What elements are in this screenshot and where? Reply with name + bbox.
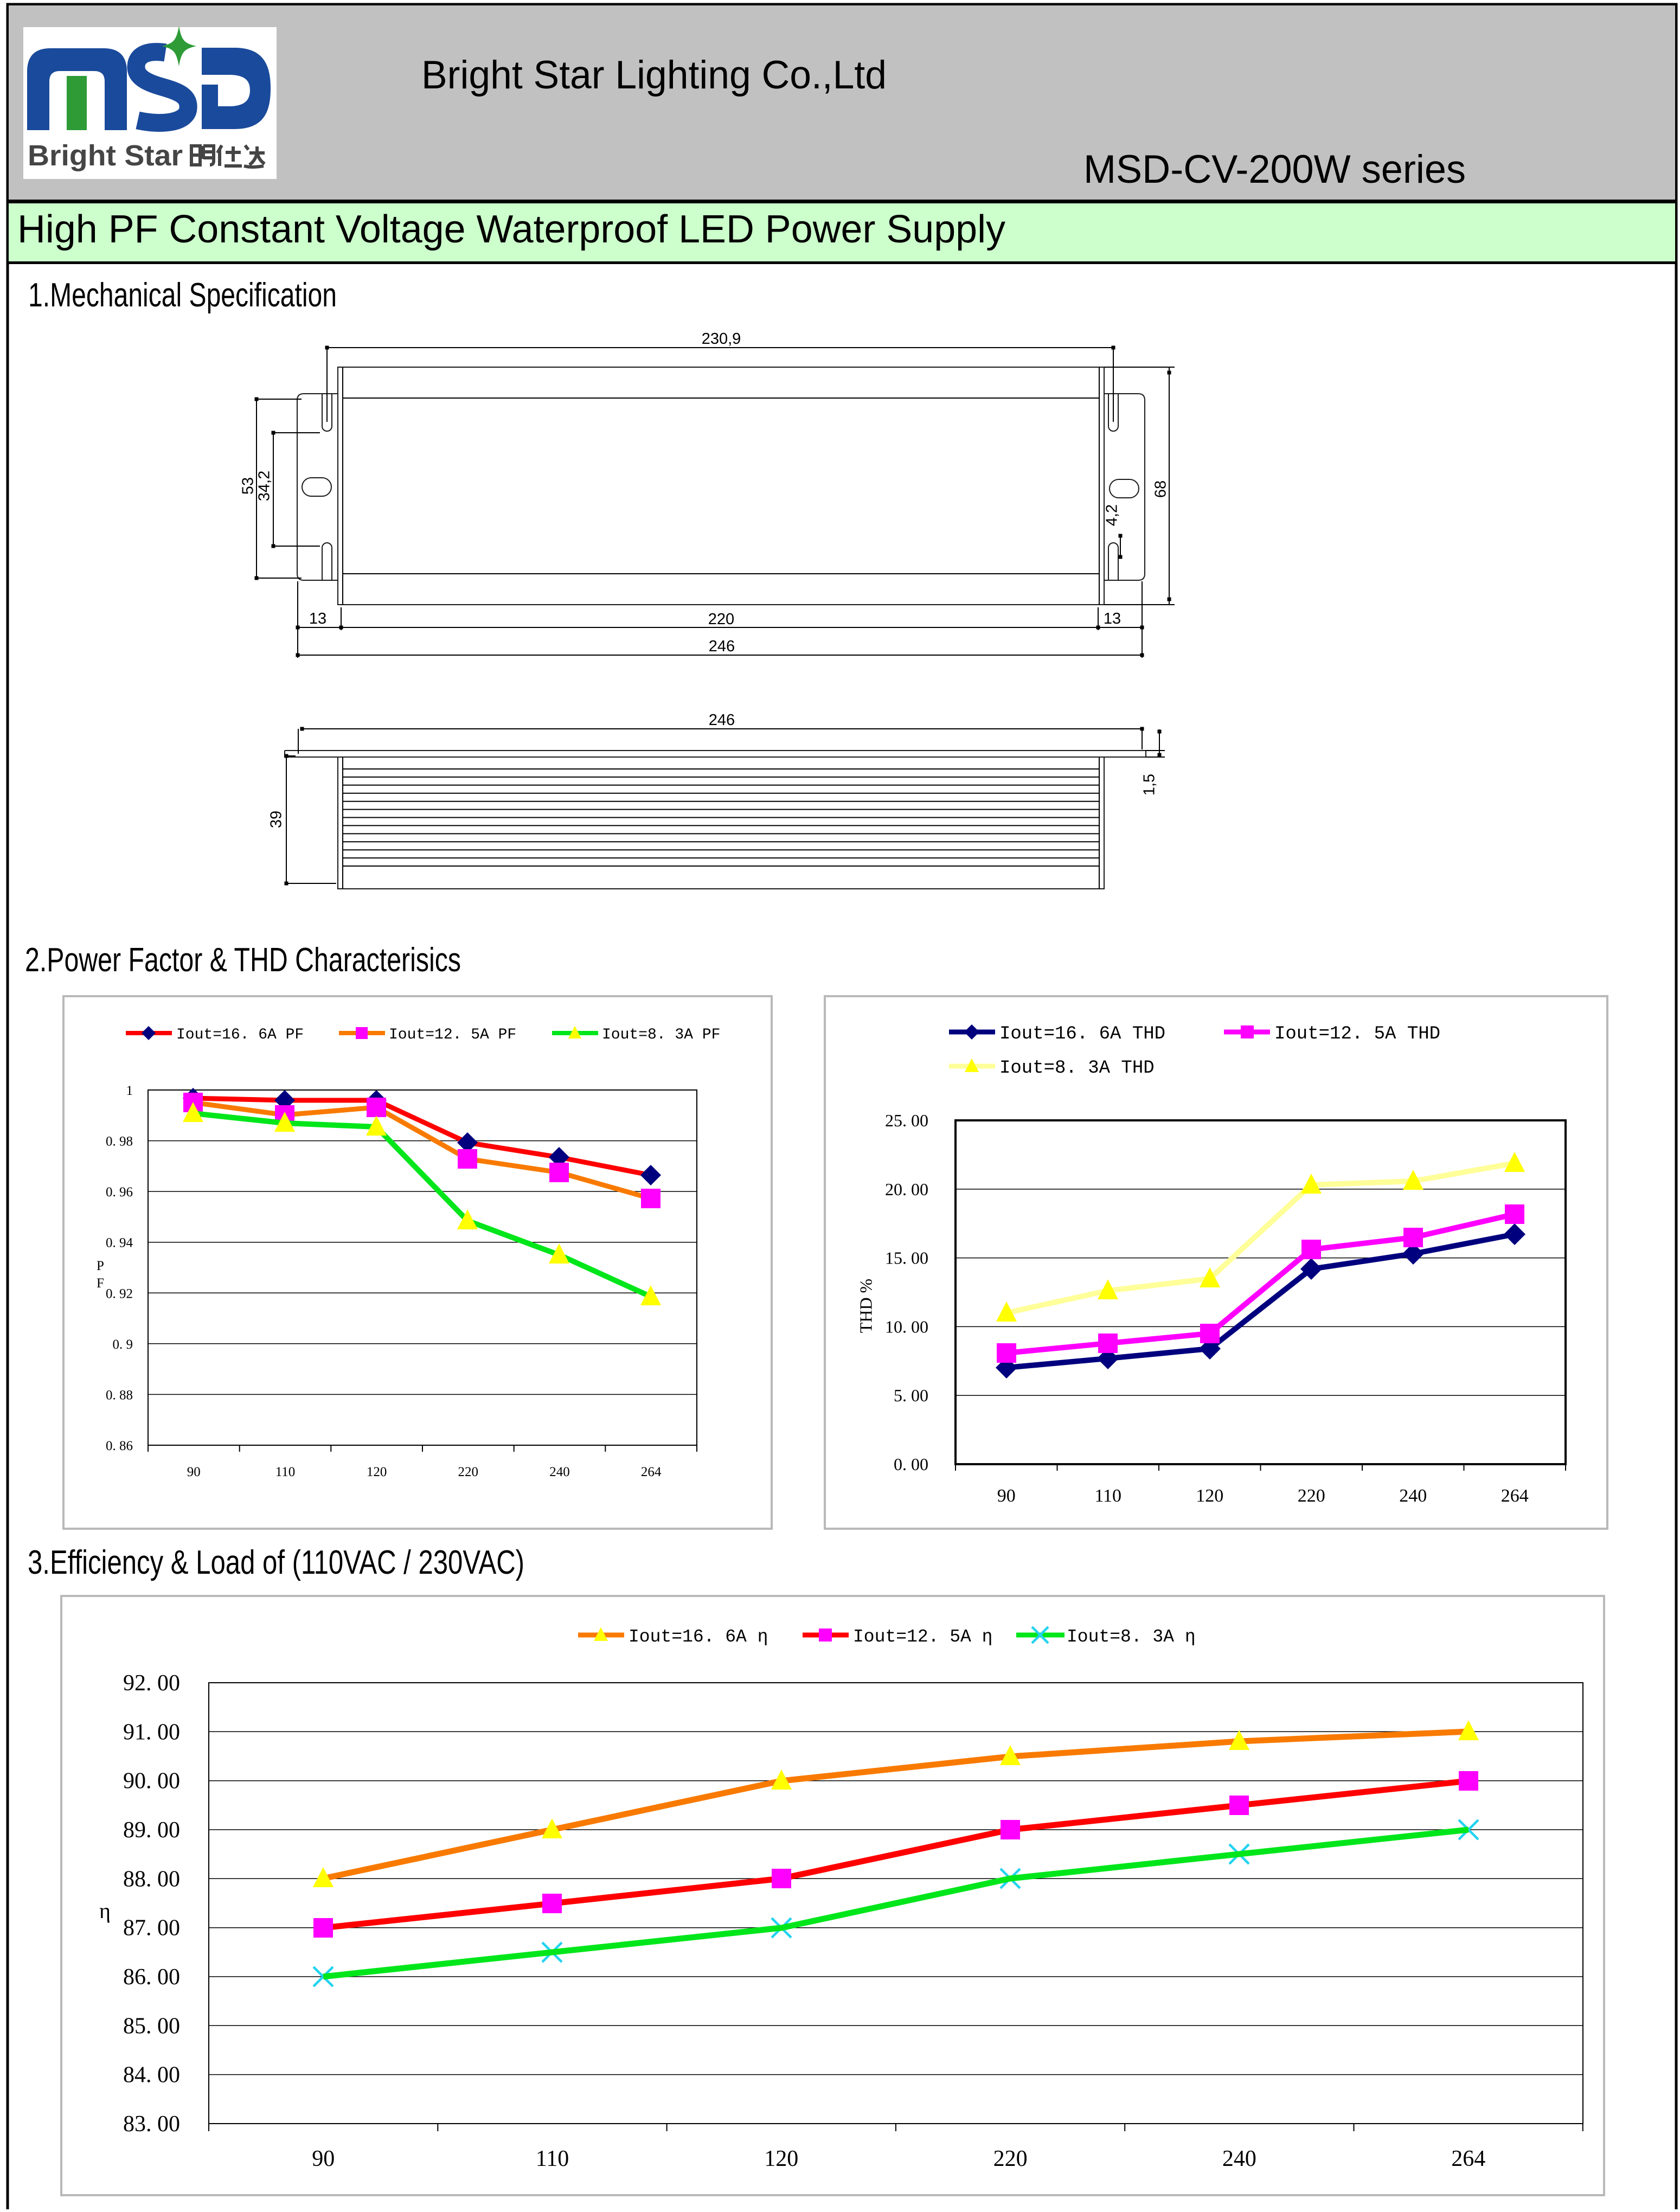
- svg-text:5. 00: 5. 00: [894, 1386, 928, 1405]
- svg-text:89. 00: 89. 00: [123, 1818, 180, 1843]
- svg-text:13: 13: [309, 610, 326, 627]
- svg-text:P: P: [97, 1259, 104, 1273]
- svg-text:90: 90: [187, 1465, 201, 1479]
- svg-text:3.Efficiency & Load of (110VAC: 3.Efficiency & Load of (110VAC / 230VAC): [28, 1544, 524, 1581]
- svg-text:110: 110: [275, 1465, 296, 1479]
- svg-text:264: 264: [1501, 1486, 1529, 1506]
- svg-text:13: 13: [1104, 610, 1121, 627]
- svg-text:91. 00: 91. 00: [123, 1720, 180, 1745]
- svg-text:120: 120: [367, 1465, 387, 1479]
- svg-text:Iout=8. 3A THD: Iout=8. 3A THD: [999, 1058, 1155, 1079]
- svg-text:0. 98: 0. 98: [106, 1134, 133, 1149]
- svg-text:F: F: [97, 1276, 104, 1291]
- svg-text:220: 220: [458, 1465, 479, 1479]
- svg-text:4,2: 4,2: [1104, 504, 1121, 526]
- svg-text:110: 110: [536, 2146, 569, 2171]
- svg-text:53: 53: [240, 477, 257, 495]
- svg-text:25. 00: 25. 00: [885, 1111, 928, 1130]
- svg-text:90: 90: [312, 2146, 335, 2171]
- svg-text:Bright Star Lighting Co.,Ltd: Bright Star Lighting Co.,Ltd: [421, 53, 887, 97]
- svg-text:Iout=12. 5A THD: Iout=12. 5A THD: [1274, 1024, 1440, 1044]
- svg-text:0. 88: 0. 88: [106, 1388, 133, 1402]
- svg-text:90: 90: [997, 1486, 1016, 1506]
- svg-text:η: η: [99, 1899, 111, 1923]
- svg-text:0. 92: 0. 92: [106, 1286, 133, 1301]
- svg-text:39: 39: [268, 811, 285, 828]
- svg-text:84. 00: 84. 00: [123, 2063, 180, 2088]
- svg-text:230,9: 230,9: [702, 330, 741, 348]
- svg-text:34,2: 34,2: [256, 471, 273, 501]
- svg-text:90. 00: 90. 00: [123, 1769, 180, 1794]
- svg-text:120: 120: [764, 2146, 798, 2171]
- svg-text:High PF Constant Voltage Water: High PF Constant Voltage Waterproof LED …: [17, 208, 1005, 251]
- svg-text:20. 00: 20. 00: [885, 1179, 928, 1199]
- svg-text:240: 240: [1399, 1486, 1427, 1506]
- svg-text:83. 00: 83. 00: [123, 2112, 180, 2137]
- svg-text:0. 9: 0. 9: [113, 1337, 133, 1352]
- svg-text:THD %: THD %: [856, 1279, 875, 1333]
- svg-text:1,5: 1,5: [1141, 774, 1158, 796]
- svg-text:264: 264: [641, 1465, 662, 1479]
- svg-text:MSD-CV-200W series: MSD-CV-200W series: [1083, 148, 1466, 191]
- svg-text:0. 96: 0. 96: [106, 1185, 133, 1200]
- svg-text:220: 220: [708, 611, 734, 628]
- svg-text:1.Mechanical Specification: 1.Mechanical Specification: [28, 277, 337, 314]
- svg-text:Iout=16. 6A PF: Iout=16. 6A PF: [176, 1027, 304, 1043]
- svg-text:120: 120: [1196, 1486, 1223, 1506]
- svg-text:0. 86: 0. 86: [106, 1439, 133, 1453]
- svg-text:220: 220: [1298, 1486, 1325, 1506]
- svg-text:86. 00: 86. 00: [123, 1965, 180, 1990]
- svg-text:Iout=12. 5A PF: Iout=12. 5A PF: [389, 1027, 516, 1043]
- svg-text:1: 1: [126, 1083, 133, 1098]
- svg-text:Iout=16. 6A η: Iout=16. 6A η: [629, 1627, 768, 1647]
- svg-text:240: 240: [549, 1465, 570, 1479]
- svg-text:Bright Star: Bright Star: [28, 139, 183, 172]
- svg-text:87. 00: 87. 00: [123, 1916, 180, 1941]
- svg-text:Iout=16. 6A THD: Iout=16. 6A THD: [999, 1024, 1165, 1044]
- svg-text:68: 68: [1152, 480, 1170, 498]
- svg-text:Iout=8. 3A η: Iout=8. 3A η: [1067, 1627, 1196, 1647]
- svg-text:15. 00: 15. 00: [885, 1248, 928, 1268]
- svg-text:Iout=12. 5A η: Iout=12. 5A η: [853, 1627, 992, 1647]
- svg-text:0. 94: 0. 94: [106, 1236, 133, 1251]
- svg-text:110: 110: [1094, 1486, 1121, 1506]
- svg-text:92. 00: 92. 00: [123, 1671, 180, 1696]
- svg-text:0. 00: 0. 00: [894, 1454, 928, 1474]
- svg-text:246: 246: [709, 638, 735, 655]
- svg-text:85. 00: 85. 00: [123, 2014, 180, 2038]
- svg-text:2.Power Factor & THD Character: 2.Power Factor & THD Characterisics: [25, 941, 461, 979]
- svg-text:220: 220: [993, 2146, 1028, 2171]
- svg-text:88. 00: 88. 00: [123, 1867, 180, 1892]
- svg-text:Iout=8. 3A PF: Iout=8. 3A PF: [602, 1027, 720, 1043]
- svg-text:240: 240: [1222, 2146, 1256, 2171]
- svg-text:10. 00: 10. 00: [885, 1317, 928, 1336]
- svg-text:264: 264: [1451, 2146, 1485, 2171]
- svg-text:246: 246: [709, 711, 735, 729]
